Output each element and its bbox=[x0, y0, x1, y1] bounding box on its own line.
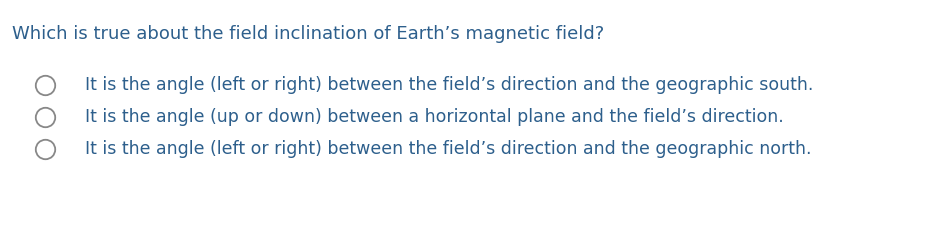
Text: Which is true about the field inclination of Earth’s magnetic field?: Which is true about the field inclinatio… bbox=[12, 25, 604, 43]
Text: It is the angle (left or right) between the field’s direction and the geographic: It is the angle (left or right) between … bbox=[85, 140, 811, 158]
Text: It is the angle (left or right) between the field’s direction and the geographic: It is the angle (left or right) between … bbox=[85, 76, 813, 94]
Text: It is the angle (up or down) between a horizontal plane and the field’s directio: It is the angle (up or down) between a h… bbox=[85, 108, 784, 126]
